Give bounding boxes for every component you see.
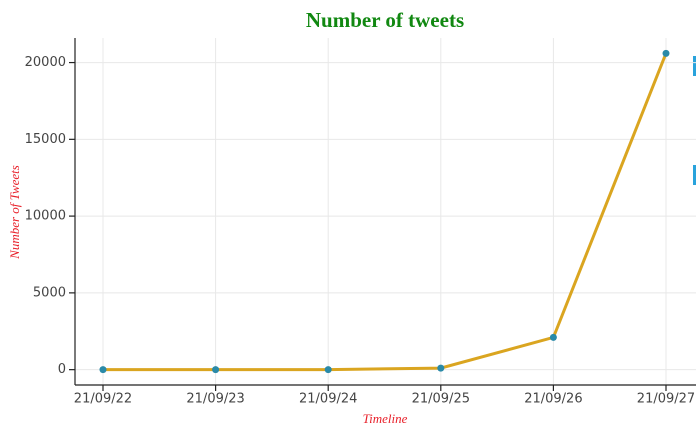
x-tick-label: 21/09/25 (412, 392, 470, 407)
x-tick-label: 21/09/22 (74, 392, 132, 407)
point (99, 366, 107, 374)
point (437, 364, 445, 372)
x-tick-label: 21/09/24 (299, 392, 357, 407)
x-axis-label: Timeline (363, 411, 408, 426)
point (212, 366, 220, 374)
y-tick-label: 15000 (25, 132, 66, 147)
chart-title: Number of tweets (306, 8, 464, 32)
y-tick-label: 10000 (25, 209, 66, 224)
x-tick-label: 21/09/26 (524, 392, 582, 407)
y-tick-label: 20000 (25, 55, 66, 70)
toolbar-button[interactable] (693, 165, 696, 185)
x-tick-label: 21/09/23 (186, 392, 244, 407)
point (324, 366, 332, 374)
toolbar-button[interactable] (693, 56, 696, 76)
y-axis-label: Number of Tweets (7, 165, 22, 260)
point (662, 49, 670, 57)
y-tick-label: 5000 (33, 285, 66, 300)
point (549, 333, 557, 341)
line (103, 52, 668, 372)
y-tick-label: 0 (58, 362, 66, 377)
x-tick-label: 21/09/27 (637, 392, 695, 407)
